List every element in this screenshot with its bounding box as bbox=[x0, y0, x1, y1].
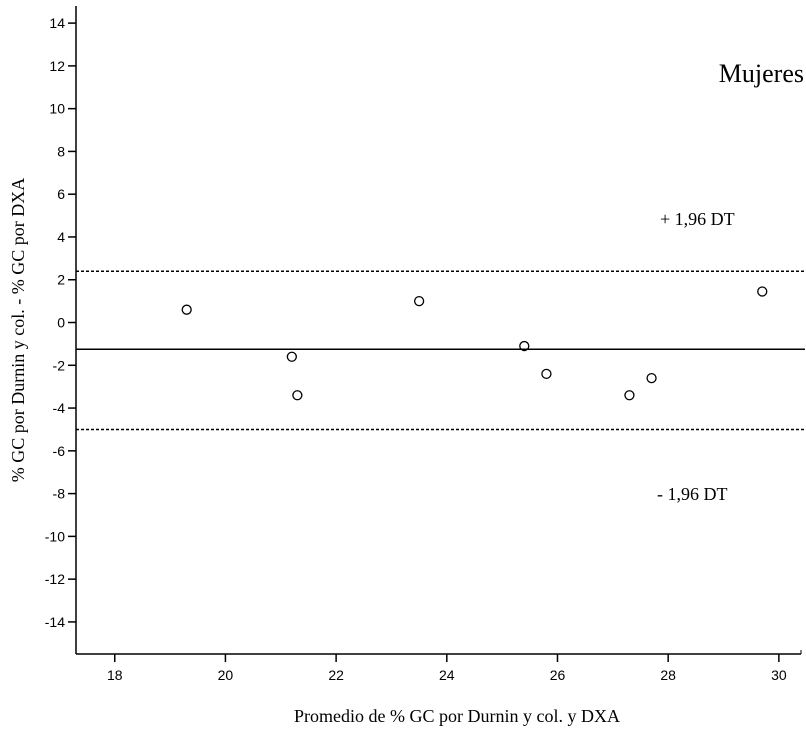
x-tick-label: 22 bbox=[328, 667, 344, 683]
data-point bbox=[624, 390, 635, 401]
y-tick-label: 6 bbox=[57, 186, 65, 202]
lower-limit-label: - 1,96 DT bbox=[657, 484, 728, 504]
y-tick-label: 4 bbox=[57, 229, 65, 245]
y-tick-label: 0 bbox=[57, 315, 65, 331]
y-tick-label: -10 bbox=[45, 528, 65, 544]
data-point bbox=[519, 340, 530, 352]
y-tick-label: 14 bbox=[49, 15, 65, 31]
axes bbox=[68, 6, 802, 662]
y-tick-label: -4 bbox=[53, 400, 66, 416]
panel-label: Mujeres bbox=[719, 59, 804, 88]
y-tick-label: 2 bbox=[57, 272, 65, 288]
x-axis-label: Promedio de % GC por Durnin y col. y DXA bbox=[294, 706, 620, 726]
y-tick-label: -12 bbox=[45, 571, 65, 587]
y-tick-label: 12 bbox=[49, 58, 65, 74]
x-tick-label: 18 bbox=[107, 667, 123, 683]
data-point bbox=[413, 295, 425, 307]
y-tick-label: -8 bbox=[53, 486, 66, 502]
x-tick-label: 26 bbox=[550, 667, 566, 683]
y-tick-label: -14 bbox=[45, 614, 65, 630]
y-tick-label: -6 bbox=[53, 443, 66, 459]
y-axis-label: % GC por Durnin y col. - % GC por DXA bbox=[8, 178, 28, 482]
x-tick-label: 24 bbox=[439, 667, 455, 683]
x-tick-label: 30 bbox=[771, 667, 787, 683]
data-point bbox=[757, 286, 768, 297]
data-points bbox=[181, 286, 768, 401]
data-point bbox=[541, 368, 552, 379]
y-tick-label: 10 bbox=[49, 101, 65, 117]
data-point bbox=[646, 372, 657, 384]
data-point bbox=[181, 304, 192, 315]
reference-lines bbox=[76, 270, 805, 431]
x-tick-label: 20 bbox=[218, 667, 234, 683]
x-tick-label: 28 bbox=[660, 667, 676, 683]
upper-limit-label: + 1,96 DT bbox=[660, 209, 735, 229]
data-point bbox=[292, 390, 303, 401]
y-tick-label: 8 bbox=[57, 143, 65, 159]
y-tick-label: -2 bbox=[53, 357, 66, 373]
data-point bbox=[286, 351, 297, 362]
